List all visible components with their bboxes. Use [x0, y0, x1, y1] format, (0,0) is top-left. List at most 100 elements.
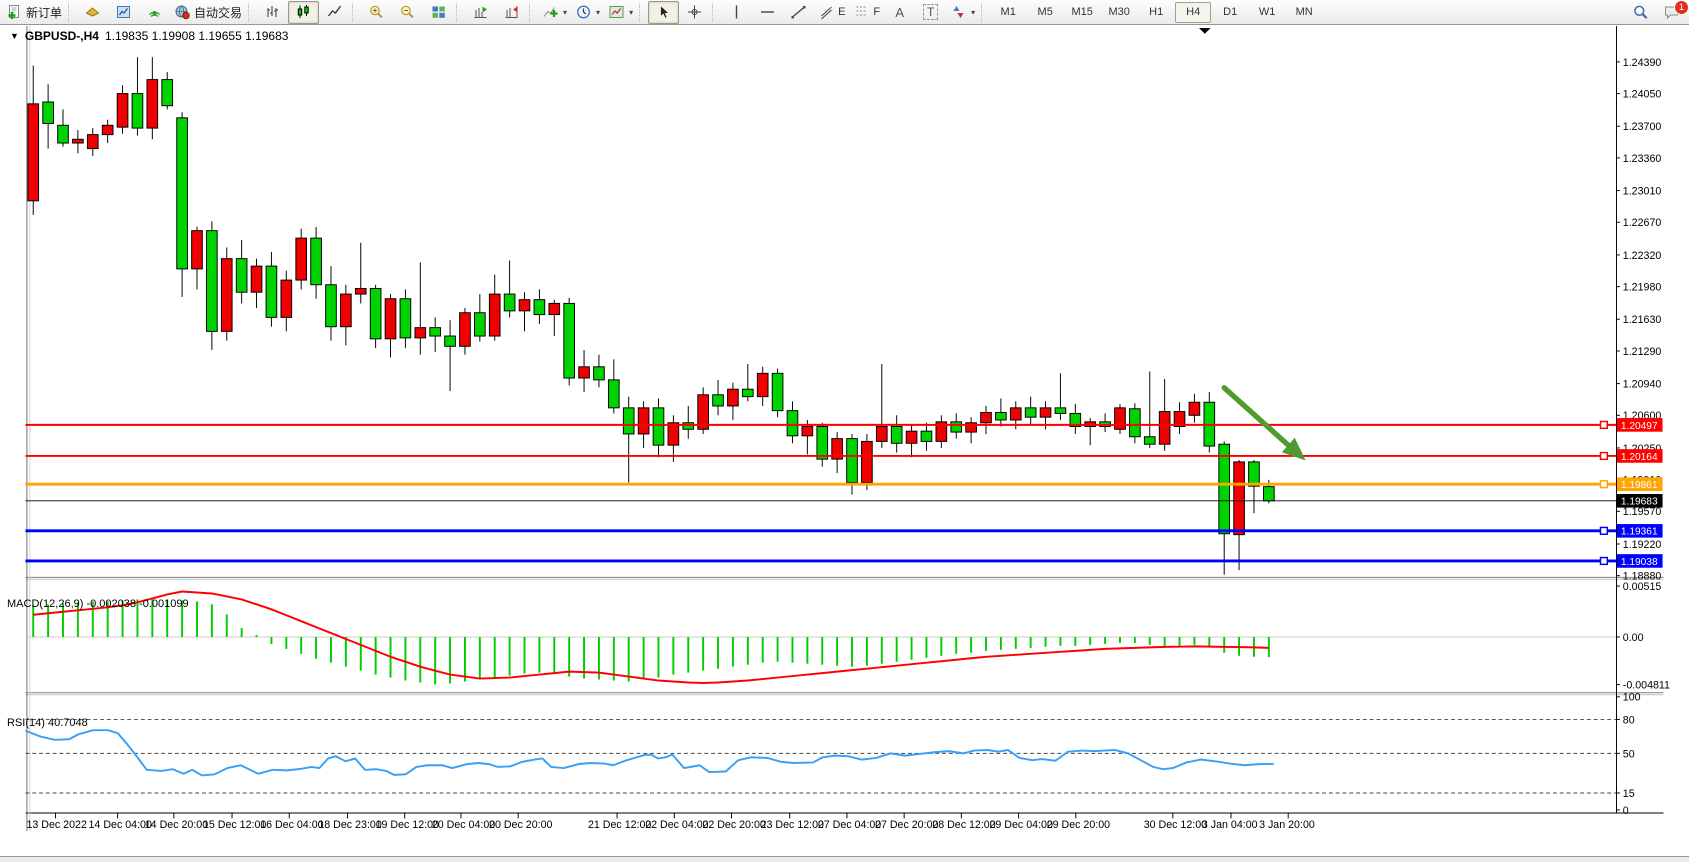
new-order-button[interactable]: 新订单 — [2, 1, 66, 24]
price-badge — [1616, 494, 1663, 508]
chat-button[interactable]: 1 — [1656, 0, 1689, 24]
candlestick-chart-button[interactable] — [288, 0, 320, 24]
line-handle[interactable] — [1599, 420, 1609, 430]
crosshair-button[interactable] — [679, 1, 710, 24]
candle — [593, 354, 605, 388]
timeframe-button-m1[interactable]: M1 — [1000, 6, 1016, 18]
bear-candle-body — [593, 366, 605, 381]
timeframe-button-d1[interactable]: D1 — [1223, 6, 1238, 18]
line-handle[interactable] — [1599, 480, 1609, 489]
candle — [1099, 413, 1111, 433]
text-label-button[interactable]: T — [915, 1, 946, 24]
trend-arrow[interactable] — [1221, 385, 1306, 461]
auto-scroll-button[interactable] — [465, 1, 496, 24]
time-tick-label: 21 Dec 12:00 — [588, 819, 651, 831]
tile-windows-button[interactable] — [423, 1, 454, 24]
templates-button[interactable]: ▾ — [604, 1, 637, 24]
zoom-out-button[interactable] — [392, 1, 423, 24]
bear-candle-body — [890, 426, 903, 444]
bull-candle-body — [116, 93, 129, 128]
line-chart-button[interactable] — [319, 1, 350, 24]
chart-canvas[interactable]: 1.24390 1.24050 1.23700 1.23360 1.23010 1.226… — [0, 26, 1689, 862]
line-handle[interactable] — [1599, 451, 1609, 461]
navigator-button[interactable] — [139, 1, 170, 24]
bar-chart-button[interactable] — [257, 1, 288, 24]
time-tick-label: 29 Dec 04:00 — [989, 819, 1052, 831]
chart-window[interactable]: 1.24390 1.24050 1.23700 1.23360 1.23010 1.226… — [0, 26, 1689, 862]
autotrade-icon — [175, 5, 190, 20]
time-tick-label: 18 Dec 23:00 — [318, 819, 381, 831]
shapes-caret-icon[interactable]: ▾ — [971, 7, 976, 17]
market-watch-button[interactable] — [77, 1, 108, 24]
bull-candle-body — [250, 265, 263, 293]
bull-candle-body — [1039, 407, 1052, 418]
fibonacci-button[interactable]: F — [849, 1, 884, 24]
bear-candle-body — [920, 430, 933, 442]
indicators-button[interactable]: ▾ — [538, 1, 571, 24]
autotrade-button[interactable]: 自动交易 — [170, 1, 246, 24]
line-handle[interactable] — [1599, 526, 1609, 535]
chart-shift-button[interactable] — [496, 1, 527, 24]
candle — [1203, 391, 1216, 453]
new-order-icon — [8, 5, 19, 19]
candle — [1114, 404, 1126, 434]
timeframe-button-w1[interactable]: W1 — [1258, 6, 1276, 18]
bear-candle-body — [325, 284, 337, 328]
timeframe-button-m15[interactable]: M15 — [1071, 6, 1093, 18]
data-window-button[interactable] — [108, 1, 139, 24]
price-tick-label: 1.20250 — [1623, 443, 1662, 455]
chart-symbol-period: GBPUSD-,H4 — [24, 29, 99, 43]
timeframe-button-m30[interactable]: M30 — [1108, 6, 1130, 18]
search-button[interactable] — [1625, 1, 1656, 24]
bull-candle-body — [548, 302, 561, 316]
timeframe-button-h4[interactable]: H4 — [1175, 1, 1212, 23]
cursor-button[interactable] — [648, 0, 680, 24]
candle — [890, 415, 903, 453]
line-handle[interactable] — [1599, 556, 1609, 566]
candle — [191, 226, 203, 290]
time-tick-label: 14 Dec 04:00 — [89, 819, 152, 831]
price-badge-label: 1.19361 — [1621, 527, 1658, 538]
indicators-caret-icon[interactable]: ▾ — [563, 7, 568, 17]
periods-caret-icon[interactable]: ▾ — [596, 7, 601, 17]
timeframe-button-h1[interactable]: H1 — [1149, 6, 1164, 18]
time-tick-label: 3 Jan 04:00 — [1202, 819, 1258, 831]
timeframe-button-m5[interactable]: M5 — [1037, 6, 1053, 18]
zoom-in-button[interactable] — [361, 1, 392, 24]
zoom-out-icon — [401, 5, 414, 19]
candle — [1218, 441, 1231, 575]
channel-label: E — [838, 6, 846, 18]
main-toolbar: 新订单 自动交易 ▾ ▾ ▾ E F A T ▾ M1 M5 M15 M30 H1 H4 D… — [0, 0, 1689, 25]
periods-button[interactable]: ▾ — [571, 1, 604, 24]
scroll-position-marker[interactable] — [1198, 27, 1211, 34]
timeframe-button-mn[interactable]: MN — [1295, 6, 1313, 18]
text-button[interactable]: A — [884, 1, 915, 24]
trendline-button[interactable] — [783, 1, 814, 24]
chart-title-caret-icon[interactable]: ▼ — [10, 31, 19, 41]
candle — [905, 424, 918, 458]
candle — [1069, 404, 1082, 434]
candle — [206, 221, 218, 351]
bull-candle-body — [414, 327, 427, 339]
channel-button[interactable]: E — [814, 1, 849, 24]
price-axis[interactable]: 1.24390 1.24050 1.23700 1.23360 1.23010 1.226… — [1616, 57, 1661, 583]
bear-candle-body — [206, 230, 218, 332]
horizontal-line-button[interactable] — [752, 1, 783, 24]
arrow-shapes-button[interactable]: ▾ — [946, 1, 979, 24]
bear-candle-body — [1024, 407, 1037, 418]
auto-scroll-icon — [474, 6, 488, 18]
bull-candle-body — [72, 138, 84, 144]
candle — [1054, 373, 1067, 420]
vertical-line-button[interactable] — [721, 1, 752, 24]
autotrade-label: 自动交易 — [194, 5, 243, 20]
line-chart-icon — [328, 5, 342, 17]
templates-caret-icon[interactable]: ▾ — [629, 7, 634, 17]
bear-candle-body — [369, 287, 382, 340]
candle — [727, 382, 739, 420]
candle — [474, 294, 486, 342]
candle — [861, 433, 873, 490]
candle — [1024, 396, 1037, 425]
candle — [369, 284, 382, 349]
